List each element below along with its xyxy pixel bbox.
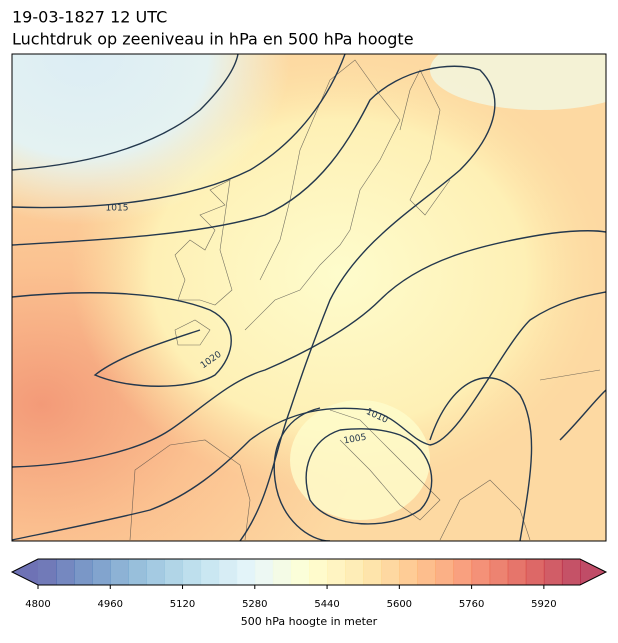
colorbar-bin [128, 559, 147, 585]
colorbar-bin [164, 559, 184, 585]
colorbar-bin [399, 559, 418, 585]
colorbar-bin [435, 559, 455, 585]
colorbar-label: 500 hPa hoogte in meter [241, 615, 378, 628]
colorbar-bin [381, 559, 400, 585]
title: Luchtdruk op zeeniveau in hPa en 500 hPa… [12, 30, 414, 49]
colorbar-bin [74, 559, 93, 585]
colorbar-bin [254, 559, 274, 585]
colorbar-tick-label: 4800 [25, 599, 50, 610]
colorbar-tick-label: 5920 [531, 599, 556, 610]
colorbar-bin [200, 559, 220, 585]
colorbar-bin [453, 559, 473, 585]
colorbar-bin [345, 559, 364, 585]
colorbar-tick-label: 5120 [170, 599, 195, 610]
colorbar-tick-label: 5280 [242, 599, 267, 610]
isobar-label: 1005 [343, 433, 367, 447]
colorbar-bin [236, 559, 256, 585]
colorbar-frame [10, 558, 608, 586]
colorbar-extend-high [580, 559, 606, 585]
colorbar-bin [471, 559, 491, 585]
colorbar-bin [309, 559, 328, 585]
colorbar-bin [92, 559, 111, 585]
colorbar-bin [56, 559, 75, 585]
colorbar-bin [543, 559, 563, 585]
colorbar-bin [561, 559, 581, 585]
colorbar-bin [38, 559, 57, 585]
colorbar-bin [417, 559, 436, 585]
colorbar-bin [272, 559, 292, 585]
colorbar-extend-low [12, 559, 38, 585]
colorbar-bin [290, 559, 310, 585]
colorbar-bin [327, 559, 346, 585]
colorbar-bin [110, 559, 129, 585]
colorbar-tick-label: 4960 [98, 599, 123, 610]
date: 19-03-1827 12 UTC [12, 8, 167, 27]
colorbar-tick-label: 5760 [459, 599, 484, 610]
map-frame [11, 53, 607, 542]
colorbar-bin [507, 559, 527, 585]
colorbar-tick-label: 5600 [387, 599, 412, 610]
colorbar-bin [489, 559, 509, 585]
colorbar-bin [525, 559, 545, 585]
colorbar-bin [363, 559, 382, 585]
colorbar-bin [218, 559, 238, 585]
colorbar-tick-label: 5440 [314, 599, 339, 610]
colorbar-bin [146, 559, 165, 585]
colorbar-bin [182, 559, 202, 585]
isobar-label: 1015 [106, 204, 129, 214]
